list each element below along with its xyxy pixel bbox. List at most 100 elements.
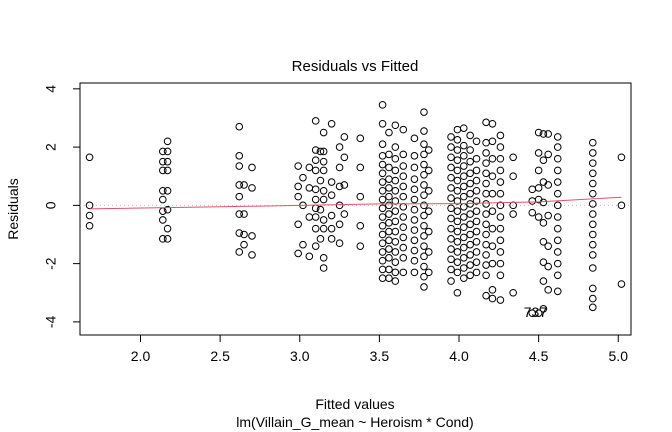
residual-point	[466, 157, 474, 166]
residual-point	[482, 149, 490, 157]
residual-point	[496, 143, 505, 151]
residual-point	[420, 160, 428, 169]
residual-point	[163, 147, 172, 156]
residual-point	[385, 128, 393, 137]
residual-point	[588, 230, 597, 239]
residual-point	[588, 200, 597, 208]
residual-point	[248, 232, 256, 240]
residual-point	[482, 240, 490, 249]
residual-point	[311, 146, 320, 154]
residual-point	[496, 236, 505, 245]
residual-point	[553, 271, 562, 280]
residual-point	[410, 246, 419, 255]
residual-point	[588, 264, 597, 272]
residual-point	[378, 119, 387, 128]
residual-point	[482, 261, 490, 269]
residual-point	[447, 133, 455, 141]
title: Residuals vs Fitted	[292, 58, 419, 75]
residual-point	[466, 146, 474, 154]
residual-point	[399, 125, 408, 134]
residual-point	[159, 235, 167, 243]
residual-point	[378, 256, 387, 265]
residual-point	[588, 294, 597, 303]
residual-point	[385, 274, 393, 282]
residual-point	[410, 134, 419, 143]
residual-point	[410, 185, 419, 194]
residual-point	[319, 224, 328, 233]
residual-point	[294, 182, 302, 191]
residual-point	[472, 248, 481, 256]
residual-point	[385, 150, 393, 159]
residual-point	[385, 245, 393, 253]
residual-point	[410, 256, 419, 265]
residual-point	[528, 197, 537, 205]
residual-point	[385, 219, 393, 227]
residual-point	[447, 204, 455, 213]
residual-point	[235, 248, 244, 256]
residual-point	[534, 309, 543, 317]
residual-point	[482, 271, 490, 280]
residual-point	[496, 131, 505, 140]
residual-point	[335, 220, 344, 229]
residual-point	[459, 213, 468, 221]
residual-point	[539, 277, 548, 285]
residual-point	[305, 184, 314, 192]
residual-point	[588, 189, 597, 198]
residual-point	[163, 224, 172, 233]
residual-point	[391, 154, 400, 163]
residual-point	[316, 147, 325, 156]
y-tick-label: 0	[43, 201, 59, 209]
residual-point	[453, 237, 462, 246]
residual-point	[319, 195, 328, 204]
residual-point	[424, 207, 433, 215]
residual-point	[447, 143, 455, 151]
residual-point	[539, 178, 548, 186]
residual-point	[588, 210, 597, 218]
residual-point	[453, 186, 462, 195]
residual-point	[159, 147, 167, 156]
residual-point	[496, 154, 505, 163]
residual-point	[420, 232, 428, 240]
residual-point	[459, 141, 468, 150]
residual-point	[311, 185, 320, 194]
residual-point	[385, 227, 393, 236]
residual-point	[305, 213, 314, 221]
residual-point	[588, 159, 597, 167]
residual-point	[378, 248, 387, 256]
residual-point	[248, 184, 256, 192]
residual-point	[472, 227, 481, 236]
residual-point	[459, 253, 468, 262]
residual-point	[378, 230, 387, 239]
residual-point	[553, 201, 562, 210]
residual-point	[235, 210, 244, 218]
residual-point	[488, 242, 497, 250]
residual-point	[617, 201, 626, 210]
residual-point	[488, 294, 497, 303]
residual-point	[391, 227, 400, 236]
x-tick-label: 5.0	[609, 348, 629, 364]
residual-point	[544, 130, 552, 138]
residual-point	[553, 143, 562, 151]
residual-point	[378, 213, 387, 221]
residual-point	[553, 178, 562, 186]
residual-point	[588, 179, 597, 188]
residual-point	[163, 235, 172, 243]
y-tick-label: -2	[43, 257, 59, 270]
residual-point	[159, 216, 167, 224]
residual-point	[509, 201, 517, 210]
residual-point	[420, 262, 428, 271]
residual-point	[534, 128, 543, 137]
residual-point	[410, 226, 419, 234]
residual-point	[399, 182, 408, 191]
x-tick-label: 2.5	[210, 348, 230, 364]
residual-point	[240, 230, 248, 239]
residual-point	[539, 130, 548, 138]
residual-point	[327, 178, 336, 186]
residual-point	[466, 230, 474, 239]
residual-point	[553, 236, 562, 245]
residual-point	[378, 204, 387, 213]
x-tick-label: 4.0	[449, 348, 469, 364]
residual-point	[410, 216, 419, 224]
residual-point	[327, 224, 336, 233]
residual-point	[459, 162, 468, 170]
